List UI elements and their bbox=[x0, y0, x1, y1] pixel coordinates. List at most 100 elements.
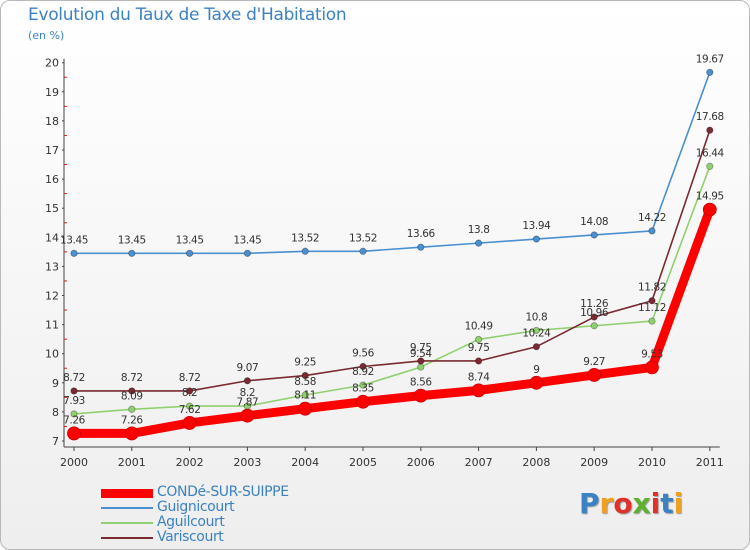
proxiti-logo: Proxiti bbox=[579, 487, 684, 520]
x-tick-label: 2005 bbox=[349, 456, 377, 469]
data-label: 13.66 bbox=[407, 228, 436, 240]
data-label: 8.74 bbox=[468, 371, 490, 383]
data-point bbox=[301, 247, 309, 255]
data-point bbox=[243, 377, 251, 385]
data-point bbox=[417, 243, 425, 251]
x-tick-label: 2008 bbox=[522, 456, 550, 469]
legend-swatch bbox=[101, 522, 153, 524]
series-line-0 bbox=[69, 205, 715, 438]
data-label: 8.2 bbox=[240, 387, 256, 399]
x-tick-label: 2001 bbox=[118, 456, 146, 469]
data-label: 11.12 bbox=[638, 302, 666, 314]
x-tick-label: 2004 bbox=[291, 456, 319, 469]
data-point bbox=[417, 363, 425, 371]
data-point bbox=[128, 387, 136, 395]
data-label: 7.87 bbox=[237, 397, 259, 409]
data-label: 17.68 bbox=[696, 111, 724, 123]
data-label: 8.72 bbox=[63, 372, 85, 384]
y-tick-label: 12 bbox=[45, 290, 59, 303]
data-label: 13.52 bbox=[291, 232, 319, 244]
data-point bbox=[645, 360, 659, 375]
data-label: 9.54 bbox=[410, 348, 432, 360]
legend-label: CONDé-SUR-SUIPPE bbox=[157, 484, 289, 500]
y-tick-label: 15 bbox=[45, 202, 59, 215]
data-point bbox=[70, 249, 78, 257]
y-tick-label: 17 bbox=[45, 144, 59, 157]
x-tick-label: 2011 bbox=[696, 456, 724, 469]
data-label: 8.56 bbox=[410, 377, 432, 389]
y-tick-label: 7 bbox=[52, 435, 59, 448]
data-label: 14.22 bbox=[638, 212, 666, 224]
data-point bbox=[243, 249, 251, 257]
data-label: 10.49 bbox=[465, 320, 493, 332]
data-label: 13.45 bbox=[118, 234, 146, 246]
data-label: 9.25 bbox=[294, 357, 316, 369]
data-label: 13.45 bbox=[60, 234, 88, 246]
y-tick-label: 10 bbox=[45, 348, 59, 361]
y-tick-label: 18 bbox=[45, 115, 59, 128]
data-point bbox=[706, 68, 714, 76]
y-tick-label: 19 bbox=[45, 86, 59, 99]
x-tick-label: 2002 bbox=[176, 456, 204, 469]
data-point bbox=[648, 227, 656, 235]
data-point bbox=[706, 162, 714, 170]
data-label: 7.26 bbox=[121, 414, 143, 426]
legend-label: Aguilcourt bbox=[157, 514, 225, 530]
y-tick-label: 13 bbox=[45, 260, 59, 273]
data-label: 13.45 bbox=[233, 234, 261, 246]
legend-label: Guignicourt bbox=[157, 499, 235, 515]
data-label: 8.72 bbox=[121, 372, 143, 384]
data-label: 16.44 bbox=[696, 147, 725, 159]
data-point bbox=[186, 402, 194, 410]
data-label: 8.92 bbox=[352, 366, 374, 378]
data-point bbox=[590, 322, 598, 330]
data-point bbox=[590, 231, 598, 239]
data-point bbox=[124, 426, 139, 441]
data-point bbox=[702, 202, 717, 217]
data-label: 9 bbox=[533, 364, 539, 376]
data-label: 8.11 bbox=[294, 390, 316, 402]
data-point bbox=[128, 249, 136, 257]
data-label: 10.8 bbox=[526, 311, 548, 323]
data-label: 11.26 bbox=[580, 298, 609, 310]
x-tick-label: 2007 bbox=[465, 456, 493, 469]
data-label: 14.08 bbox=[580, 216, 608, 228]
y-tick-label: 16 bbox=[45, 173, 59, 186]
y-tick-label: 8 bbox=[52, 406, 59, 419]
data-point bbox=[590, 313, 598, 321]
data-point bbox=[532, 343, 541, 351]
series-line-2 bbox=[73, 165, 711, 415]
data-label: 7.26 bbox=[63, 414, 85, 426]
data-point bbox=[70, 387, 78, 395]
x-tick-label: 2006 bbox=[407, 456, 435, 469]
data-point bbox=[474, 357, 483, 365]
data-label: 11.82 bbox=[638, 282, 666, 294]
data-point bbox=[67, 426, 81, 441]
data-label: 9.56 bbox=[352, 348, 374, 360]
data-label: 9.75 bbox=[468, 342, 490, 354]
data-label: 8.72 bbox=[179, 372, 201, 384]
data-label: 13.52 bbox=[349, 232, 377, 244]
data-label: 7.93 bbox=[63, 395, 85, 407]
data-point bbox=[587, 368, 602, 382]
data-point bbox=[359, 381, 367, 389]
data-point bbox=[70, 410, 78, 418]
data-label: 19.67 bbox=[696, 53, 724, 65]
series-line-1 bbox=[73, 71, 711, 255]
y-tick-label: 9 bbox=[52, 377, 59, 390]
data-point bbox=[182, 416, 197, 430]
data-point bbox=[648, 317, 656, 325]
data-point bbox=[471, 383, 486, 398]
data-label: 10.96 bbox=[580, 307, 609, 319]
chart-title: Evolution du Taux de Taxe d'Habitation bbox=[28, 5, 347, 25]
data-point bbox=[529, 375, 544, 390]
data-point bbox=[413, 388, 428, 403]
data-label: 13.8 bbox=[468, 224, 490, 236]
x-tick-label: 2009 bbox=[580, 456, 608, 469]
data-label: 9.27 bbox=[583, 356, 605, 368]
x-tick-label: 2003 bbox=[233, 456, 261, 469]
legend-label: Variscourt bbox=[157, 529, 224, 545]
data-label: 9.53 bbox=[641, 348, 663, 360]
